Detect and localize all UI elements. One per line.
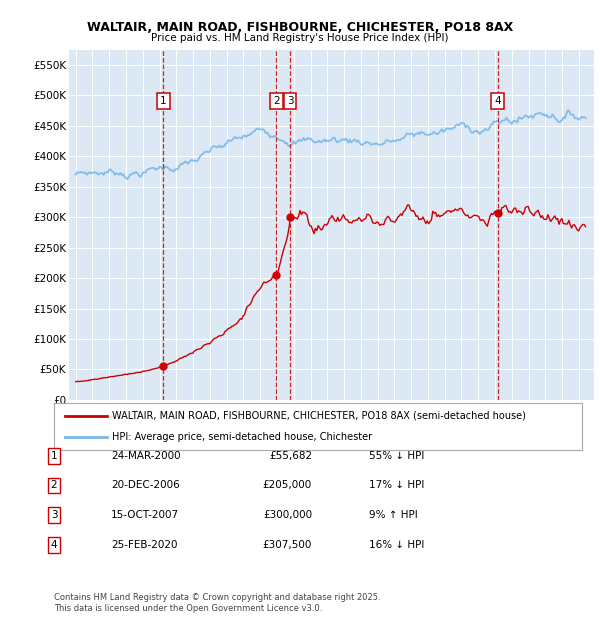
- Text: 2: 2: [273, 96, 280, 107]
- Text: £205,000: £205,000: [263, 480, 312, 490]
- Text: HPI: Average price, semi-detached house, Chichester: HPI: Average price, semi-detached house,…: [112, 432, 372, 442]
- Text: 4: 4: [50, 540, 58, 550]
- Text: 16% ↓ HPI: 16% ↓ HPI: [369, 540, 424, 550]
- Text: 9% ↑ HPI: 9% ↑ HPI: [369, 510, 418, 520]
- Text: 3: 3: [287, 96, 293, 107]
- Text: £300,000: £300,000: [263, 510, 312, 520]
- Text: 2: 2: [50, 480, 58, 490]
- Text: 15-OCT-2007: 15-OCT-2007: [111, 510, 179, 520]
- Text: 1: 1: [160, 96, 167, 107]
- Text: 1: 1: [50, 451, 58, 461]
- Text: Price paid vs. HM Land Registry's House Price Index (HPI): Price paid vs. HM Land Registry's House …: [151, 33, 449, 43]
- Text: 3: 3: [50, 510, 58, 520]
- Text: 17% ↓ HPI: 17% ↓ HPI: [369, 480, 424, 490]
- Text: WALTAIR, MAIN ROAD, FISHBOURNE, CHICHESTER, PO18 8AX (semi-detached house): WALTAIR, MAIN ROAD, FISHBOURNE, CHICHEST…: [112, 410, 526, 420]
- Text: WALTAIR, MAIN ROAD, FISHBOURNE, CHICHESTER, PO18 8AX: WALTAIR, MAIN ROAD, FISHBOURNE, CHICHEST…: [87, 22, 513, 34]
- Text: 20-DEC-2006: 20-DEC-2006: [111, 480, 180, 490]
- Text: 25-FEB-2020: 25-FEB-2020: [111, 540, 178, 550]
- Text: Contains HM Land Registry data © Crown copyright and database right 2025.
This d: Contains HM Land Registry data © Crown c…: [54, 593, 380, 613]
- Text: £55,682: £55,682: [269, 451, 312, 461]
- Text: 4: 4: [494, 96, 501, 107]
- Text: 24-MAR-2000: 24-MAR-2000: [111, 451, 181, 461]
- Text: £307,500: £307,500: [263, 540, 312, 550]
- Text: 55% ↓ HPI: 55% ↓ HPI: [369, 451, 424, 461]
